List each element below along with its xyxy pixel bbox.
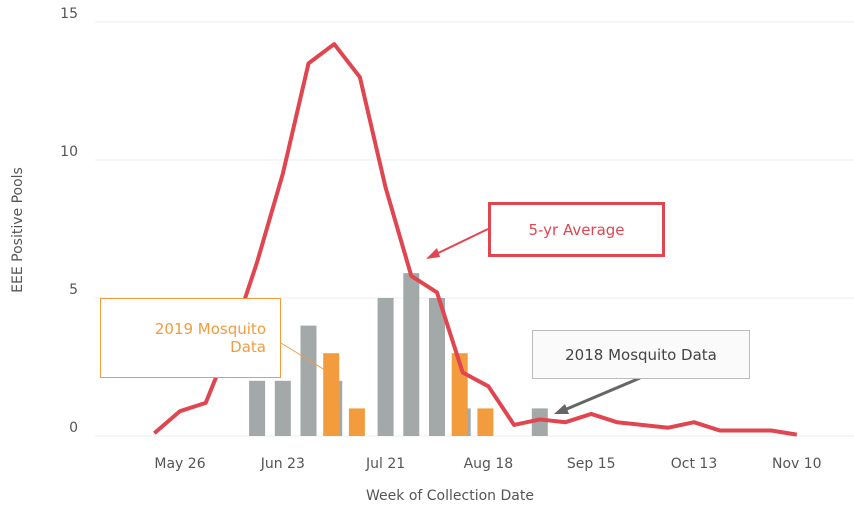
x-tick-label: Jul 21 [365, 456, 405, 472]
bar [403, 273, 420, 436]
annotation-5yr: 5-yr Average [488, 202, 665, 257]
x-tick-label: Oct 13 [671, 456, 717, 472]
x-tick-label: May 26 [154, 456, 205, 472]
bar [300, 325, 317, 436]
y-tick-label: 0 [69, 420, 78, 436]
y-tick-label: 15 [60, 6, 78, 22]
annotation-2018: 2018 Mosquito Data [532, 330, 750, 379]
x-tick-label: Aug 18 [464, 456, 514, 472]
annotation-arrow [280, 342, 326, 371]
annotation-arrow [431, 228, 489, 257]
arrow-head [426, 248, 440, 259]
arrow-head [554, 404, 569, 414]
annotation-2019: 2019 Mosquito Data [100, 298, 281, 378]
bar [531, 408, 548, 436]
y-tick-label: 10 [60, 144, 78, 160]
y-axis-label: EEE Positive Pools [10, 167, 26, 293]
x-tick-label: Sep 15 [567, 456, 616, 472]
bar [274, 380, 291, 436]
bar [348, 408, 365, 436]
bar [429, 298, 445, 436]
bar [323, 353, 340, 436]
x-tick-label: Jun 23 [260, 456, 305, 472]
line [152, 42, 798, 437]
x-tick-label: Nov 10 [772, 456, 822, 472]
bar [477, 408, 494, 436]
annotation-text: 2018 Mosquito Data [565, 345, 717, 364]
annotation-text: 5-yr Average [528, 220, 625, 239]
x-axis-label: Week of Collection Date [366, 488, 534, 504]
bar [249, 380, 266, 436]
y-tick-label: 5 [69, 282, 78, 298]
annotation-arrow [561, 376, 641, 413]
annotation-text: 2019 Mosquito Data [154, 320, 266, 356]
bar [377, 298, 394, 436]
